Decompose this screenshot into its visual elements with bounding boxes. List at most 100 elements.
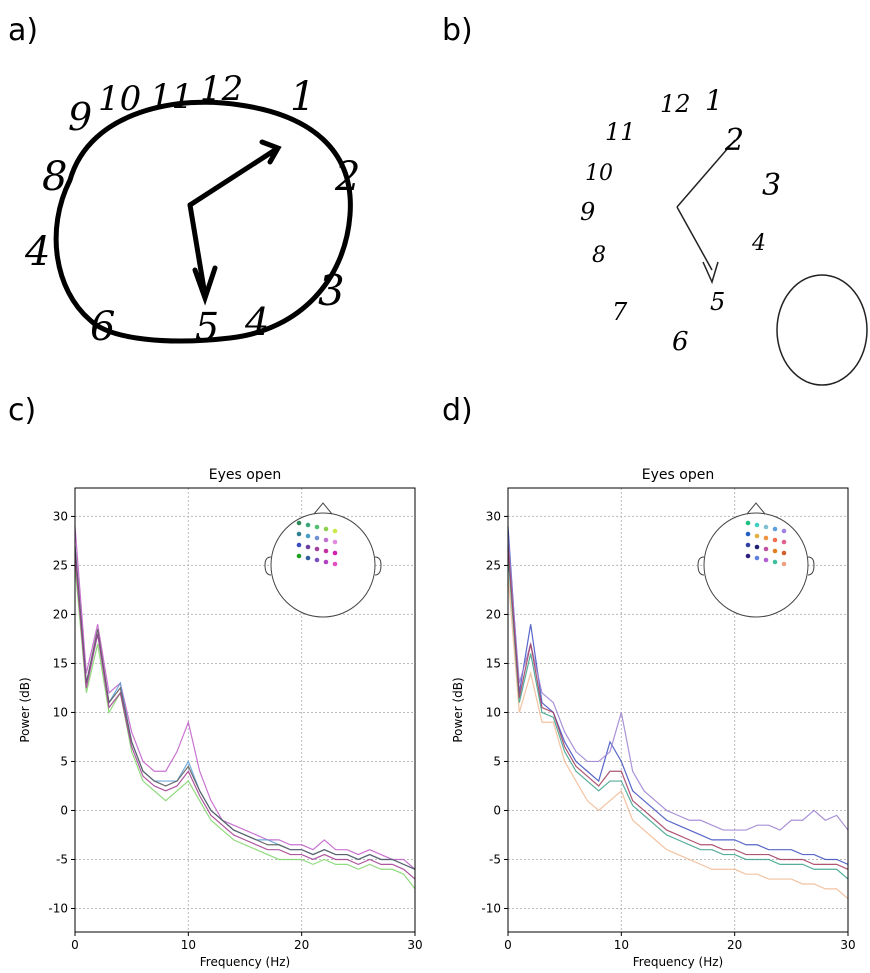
chart: Eyes open Frequency (Hz) Power (dB) -10 -5 0 5… <box>451 467 856 969</box>
sensor-dot <box>745 553 751 559</box>
sensor-dot <box>781 539 787 545</box>
head-nose <box>313 502 333 515</box>
clock-numeral: 9 <box>68 95 92 139</box>
panel-label: d) <box>442 393 473 428</box>
y-tick-label: 0 <box>60 803 68 817</box>
sensor-dot <box>763 546 769 552</box>
sensor-dot <box>772 537 778 543</box>
sensor-dot <box>305 522 311 528</box>
sensor-dot <box>305 533 311 539</box>
psd-line <box>507 526 849 865</box>
x-tick-label: 20 <box>727 938 742 952</box>
clock-numeral: 4 <box>244 300 269 344</box>
y-tick-label: -10 <box>481 901 501 915</box>
x-tick-label: 30 <box>840 938 855 952</box>
clock-numeral: 7 <box>612 298 628 326</box>
y-tick-label: 10 <box>53 705 68 719</box>
sensor-dot <box>296 553 302 559</box>
head-ear <box>264 556 382 576</box>
y-tick-label: 15 <box>53 656 68 670</box>
clock-numeral: 1 <box>290 74 315 120</box>
y-tick-label: 0 <box>493 803 501 817</box>
sensor-dot <box>296 542 302 548</box>
clock-numeral: 4 <box>751 231 766 256</box>
sensor-dot <box>323 526 329 532</box>
psd-line <box>74 545 416 870</box>
clock-numeral: 11 <box>150 77 193 117</box>
clock-numeral: 8 <box>592 243 606 268</box>
x-tick-label: 30 <box>407 938 422 952</box>
sensor-dot <box>332 539 338 545</box>
psd-line <box>507 555 849 880</box>
sensor-dot <box>781 550 787 556</box>
sensor-dot <box>314 546 320 552</box>
sensor-dot <box>332 550 338 556</box>
x-tick-label: 0 <box>504 938 512 952</box>
y-tick-label: 25 <box>53 558 68 572</box>
chart: Eyes open Frequency (Hz) Power (dB) -10 -5 0 5… <box>18 467 423 969</box>
plot-frame <box>74 487 416 933</box>
clock-numeral: 10 <box>585 161 613 186</box>
clock-numeral: 11 <box>605 118 636 146</box>
chart-title: Eyes open <box>642 467 714 483</box>
sensor-dot <box>772 548 778 554</box>
psd-line <box>74 555 416 880</box>
y-tick-label: -5 <box>489 852 501 866</box>
x-tick-label: 10 <box>181 938 196 952</box>
clock-numeral: 5 <box>710 288 725 316</box>
sensor-dot <box>314 535 320 541</box>
clock-numeral: 2 <box>334 154 360 200</box>
head-outline <box>270 512 376 618</box>
y-tick-label: 10 <box>486 705 501 719</box>
clock-numeral: 3 <box>318 266 345 315</box>
clock-numeral: 8 <box>42 154 67 200</box>
sensor-dot <box>763 557 769 563</box>
y-tick-label: 25 <box>486 558 501 572</box>
chart-title: Eyes open <box>209 467 281 483</box>
panel-label: b) <box>442 13 473 48</box>
head-outline <box>703 512 809 618</box>
x-axis-label: Frequency (Hz) <box>633 955 724 969</box>
sensor-dot <box>323 537 329 543</box>
y-tick-label: 20 <box>53 607 68 621</box>
sensor-dot <box>772 559 778 565</box>
clock-drawing-b <box>676 139 868 386</box>
sensor-dot <box>332 528 338 534</box>
y-tick-label: 30 <box>53 509 68 523</box>
clock-numeral: 1 <box>705 84 723 117</box>
sensor-dot <box>323 548 329 554</box>
sensor-dot <box>754 555 760 561</box>
sensor-dot <box>745 531 751 537</box>
psd-line <box>74 526 416 870</box>
panel-label: c) <box>8 393 36 428</box>
sensor-dot <box>754 544 760 550</box>
sensor-dot <box>296 531 302 537</box>
sensor-dot <box>763 524 769 530</box>
clock-drawing-a <box>53 99 353 344</box>
x-tick-label: 20 <box>294 938 309 952</box>
y-axis-label: Power (dB) <box>18 677 32 742</box>
clock-numeral: 2 <box>724 123 744 158</box>
clock-numeral: 4 <box>24 229 50 275</box>
sensor-dot <box>323 559 329 565</box>
sensor-dot <box>314 557 320 563</box>
sensor-dot <box>745 520 751 526</box>
psd-line <box>507 545 849 870</box>
y-tick-label: 5 <box>493 754 501 768</box>
plot-frame <box>507 487 849 933</box>
clock-numeral: 9 <box>580 198 595 226</box>
y-tick-label: 5 <box>60 754 68 768</box>
y-tick-label: 20 <box>486 607 501 621</box>
panel-label: a) <box>8 13 38 48</box>
head-ear <box>697 556 815 576</box>
sensor-dot <box>314 524 320 530</box>
y-axis-label: Power (dB) <box>451 677 465 742</box>
clock-numeral: 5 <box>195 305 219 349</box>
sensor-dot <box>781 528 787 534</box>
clock-numeral: 10 <box>98 79 141 119</box>
x-axis-label: Frequency (Hz) <box>200 955 291 969</box>
head-nose <box>746 502 766 515</box>
sensor-dot <box>754 522 760 528</box>
sensor-dot <box>763 535 769 541</box>
